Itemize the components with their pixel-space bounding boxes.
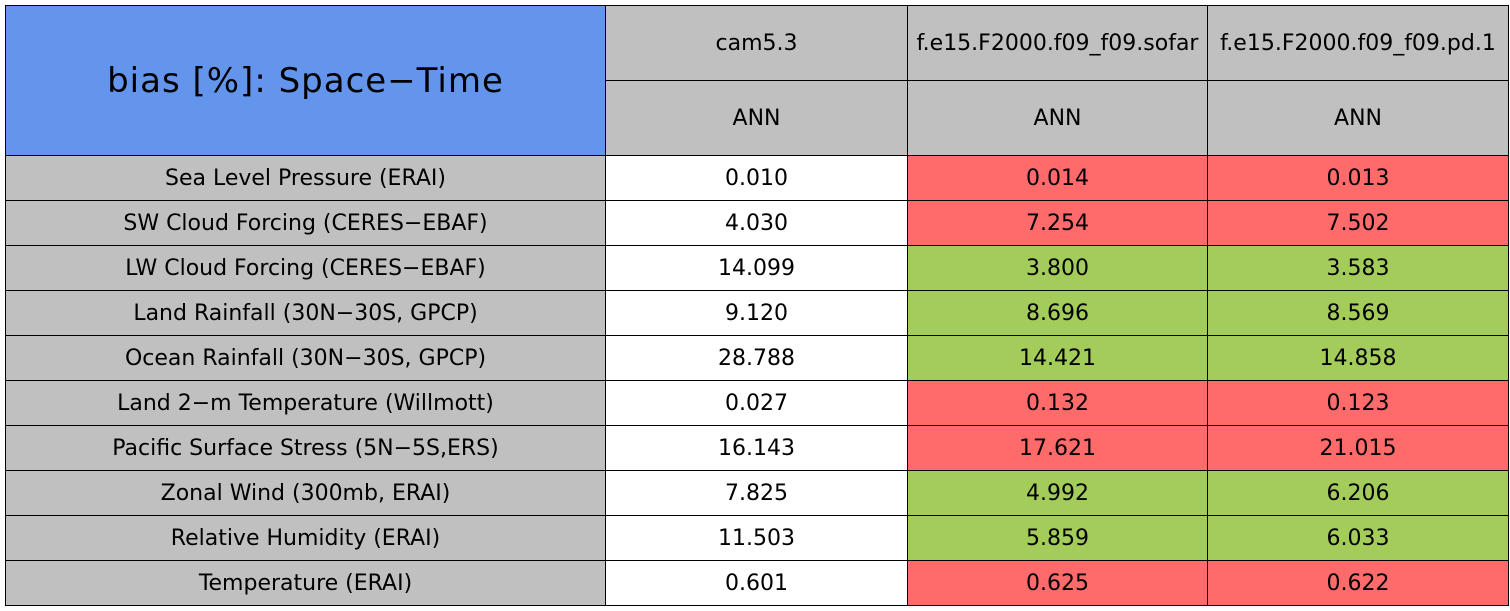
value-cell: 0.123 <box>1207 380 1509 426</box>
value-cell: 5.859 <box>907 515 1208 561</box>
title-cell: bias [%]: Space−Time <box>5 5 606 156</box>
value-cell: 4.030 <box>605 200 908 246</box>
row-label: Zonal Wind (300mb, ERAI) <box>5 470 606 516</box>
value-cell: 6.206 <box>1207 470 1509 516</box>
value-cell: 0.014 <box>907 155 1208 201</box>
value-cell: 8.696 <box>907 290 1208 336</box>
value-cell: 0.010 <box>605 155 908 201</box>
value-cell: 7.825 <box>605 470 908 516</box>
season-header: ANN <box>605 80 908 156</box>
value-cell: 4.992 <box>907 470 1208 516</box>
value-cell: 3.583 <box>1207 245 1509 291</box>
row-label: Land 2−m Temperature (Willmott) <box>5 380 606 426</box>
value-cell: 0.622 <box>1207 560 1509 606</box>
row-label: Pacific Surface Stress (5N−5S,ERS) <box>5 425 606 471</box>
season-header: ANN <box>907 80 1208 156</box>
row-label: Land Rainfall (30N−30S, GPCP) <box>5 290 606 336</box>
row-label: Relative Humidity (ERAI) <box>5 515 606 561</box>
value-cell: 14.421 <box>907 335 1208 381</box>
column-header: cam5.3 <box>605 5 908 81</box>
row-label: Temperature (ERAI) <box>5 560 606 606</box>
row-label: LW Cloud Forcing (CERES−EBAF) <box>5 245 606 291</box>
value-cell: 9.120 <box>605 290 908 336</box>
column-header: f.e15.F2000.f09_f09.sofar <box>907 5 1208 81</box>
value-cell: 14.099 <box>605 245 908 291</box>
column-header: f.e15.F2000.f09_f09.pd.1 <box>1207 5 1509 81</box>
value-cell: 11.503 <box>605 515 908 561</box>
value-cell: 16.143 <box>605 425 908 471</box>
value-cell: 7.502 <box>1207 200 1509 246</box>
value-cell: 6.033 <box>1207 515 1509 561</box>
value-cell: 0.027 <box>605 380 908 426</box>
value-cell: 0.601 <box>605 560 908 606</box>
value-cell: 0.625 <box>907 560 1208 606</box>
row-label: SW Cloud Forcing (CERES−EBAF) <box>5 200 606 246</box>
row-label: Ocean Rainfall (30N−30S, GPCP) <box>5 335 606 381</box>
value-cell: 21.015 <box>1207 425 1509 471</box>
value-cell: 3.800 <box>907 245 1208 291</box>
value-cell: 28.788 <box>605 335 908 381</box>
value-cell: 0.013 <box>1207 155 1509 201</box>
value-cell: 0.132 <box>907 380 1208 426</box>
season-header: ANN <box>1207 80 1509 156</box>
value-cell: 8.569 <box>1207 290 1509 336</box>
row-label: Sea Level Pressure (ERAI) <box>5 155 606 201</box>
value-cell: 7.254 <box>907 200 1208 246</box>
value-cell: 17.621 <box>907 425 1208 471</box>
value-cell: 14.858 <box>1207 335 1509 381</box>
